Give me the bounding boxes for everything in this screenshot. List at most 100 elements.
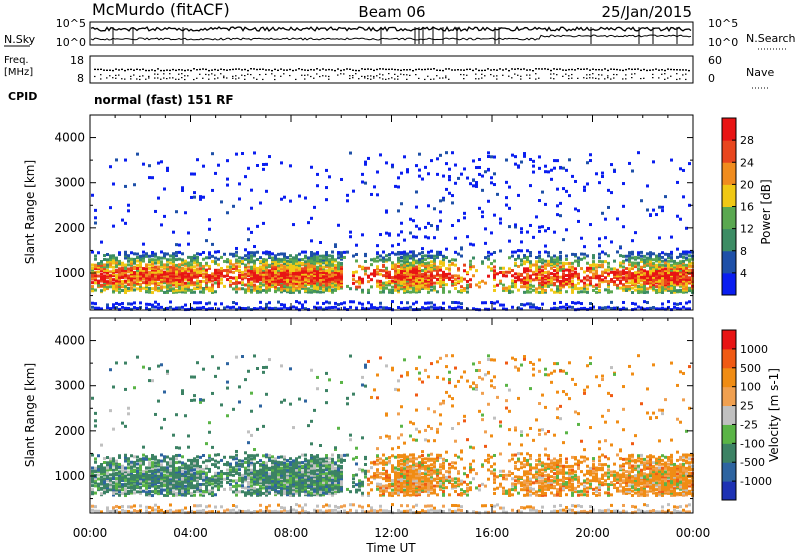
velocity-cell bbox=[130, 484, 133, 488]
power-cell bbox=[193, 195, 196, 199]
power-cell bbox=[679, 263, 682, 267]
power-cell bbox=[496, 272, 499, 276]
power-cell bbox=[604, 276, 607, 280]
power-cell bbox=[415, 271, 418, 275]
power-cell bbox=[631, 286, 634, 290]
power-cell bbox=[304, 307, 307, 311]
power-cell bbox=[340, 261, 343, 265]
power-cell bbox=[649, 275, 652, 279]
power-cell bbox=[619, 263, 622, 267]
power-cell bbox=[247, 258, 250, 262]
power-cell bbox=[562, 187, 565, 191]
velocity-cell bbox=[268, 455, 271, 459]
power-cell bbox=[355, 287, 358, 291]
nave-mark bbox=[568, 77, 570, 80]
velocity-cell bbox=[232, 479, 235, 483]
velocity-cell bbox=[91, 484, 94, 488]
power-cell bbox=[340, 272, 343, 276]
power-cell bbox=[424, 263, 427, 267]
power-cell bbox=[244, 283, 247, 287]
power-cell bbox=[253, 267, 256, 271]
power-cell bbox=[643, 278, 646, 282]
velocity-cell bbox=[244, 471, 247, 475]
nave-mark bbox=[595, 77, 597, 80]
power-cell bbox=[421, 247, 424, 251]
power-cell bbox=[244, 265, 247, 269]
power-cell bbox=[646, 252, 649, 256]
power-cell bbox=[415, 300, 418, 304]
power-cell bbox=[463, 216, 466, 220]
power-cell bbox=[601, 260, 604, 264]
power-cell bbox=[211, 152, 214, 156]
power-cell bbox=[157, 196, 160, 200]
power-cell bbox=[325, 283, 328, 287]
power-cell bbox=[634, 302, 637, 306]
power-cell bbox=[196, 272, 199, 276]
power-cell bbox=[598, 279, 601, 283]
power-cell bbox=[520, 240, 523, 244]
freq-mark bbox=[610, 68, 612, 70]
power-cell bbox=[655, 279, 658, 283]
nsky-label: N.Sky bbox=[4, 33, 36, 46]
power-cell bbox=[658, 266, 661, 270]
velocity-cell bbox=[130, 475, 133, 479]
velocity-cell bbox=[199, 455, 202, 459]
power-cell bbox=[565, 281, 568, 285]
power-cell bbox=[559, 258, 562, 262]
power-cell bbox=[244, 272, 247, 276]
power-cell bbox=[286, 256, 289, 260]
velocity-cell bbox=[118, 478, 121, 482]
power-cell bbox=[379, 254, 382, 258]
power-cell bbox=[244, 274, 247, 278]
power-cell bbox=[634, 288, 637, 292]
power-cell bbox=[112, 182, 115, 186]
freq-mark bbox=[148, 69, 150, 72]
velocity-cell bbox=[139, 479, 142, 483]
power-cell bbox=[316, 287, 319, 291]
power-cell bbox=[685, 281, 688, 285]
power-cell bbox=[301, 270, 304, 274]
power-cell bbox=[91, 286, 94, 290]
power-cell bbox=[448, 191, 451, 195]
velocity-cell bbox=[262, 480, 265, 484]
power-cell bbox=[211, 274, 214, 278]
power-cell bbox=[124, 271, 127, 275]
power-cell bbox=[517, 288, 520, 292]
velocity-cell bbox=[175, 446, 178, 450]
power-cell bbox=[526, 272, 529, 276]
power-cell bbox=[283, 195, 286, 199]
power-cell bbox=[418, 260, 421, 264]
power-cell bbox=[346, 193, 349, 197]
power-cell bbox=[94, 265, 97, 269]
freq-mark bbox=[346, 68, 348, 70]
power-cell bbox=[583, 270, 586, 274]
velocity-cell bbox=[268, 466, 271, 470]
velocity-cell bbox=[241, 486, 244, 490]
power-cell bbox=[418, 258, 421, 262]
y-tick-label: 1000 bbox=[54, 266, 85, 280]
velocity-cell bbox=[241, 490, 244, 494]
power-cell bbox=[154, 287, 157, 291]
power-cell bbox=[190, 283, 193, 287]
power-cell bbox=[277, 278, 280, 282]
power-cell bbox=[115, 285, 118, 289]
power-cell bbox=[397, 305, 400, 309]
velocity-cell bbox=[124, 478, 127, 482]
power-cell bbox=[154, 276, 157, 280]
power-cell bbox=[514, 285, 517, 289]
power-cell bbox=[298, 287, 301, 291]
power-cell bbox=[253, 287, 256, 291]
velocity-cell bbox=[241, 484, 244, 488]
velocity-cell bbox=[226, 461, 229, 465]
power-cell bbox=[196, 258, 199, 262]
freq-mark bbox=[397, 69, 399, 71]
velocity-cell bbox=[157, 462, 160, 466]
power-cell bbox=[250, 230, 253, 234]
power-cell bbox=[274, 269, 277, 273]
power-cell bbox=[310, 256, 313, 260]
power-cell bbox=[394, 282, 397, 286]
power-cell bbox=[337, 287, 340, 291]
velocity-cell bbox=[106, 488, 109, 492]
power-cell bbox=[100, 307, 103, 311]
velocity-cell bbox=[241, 509, 244, 513]
